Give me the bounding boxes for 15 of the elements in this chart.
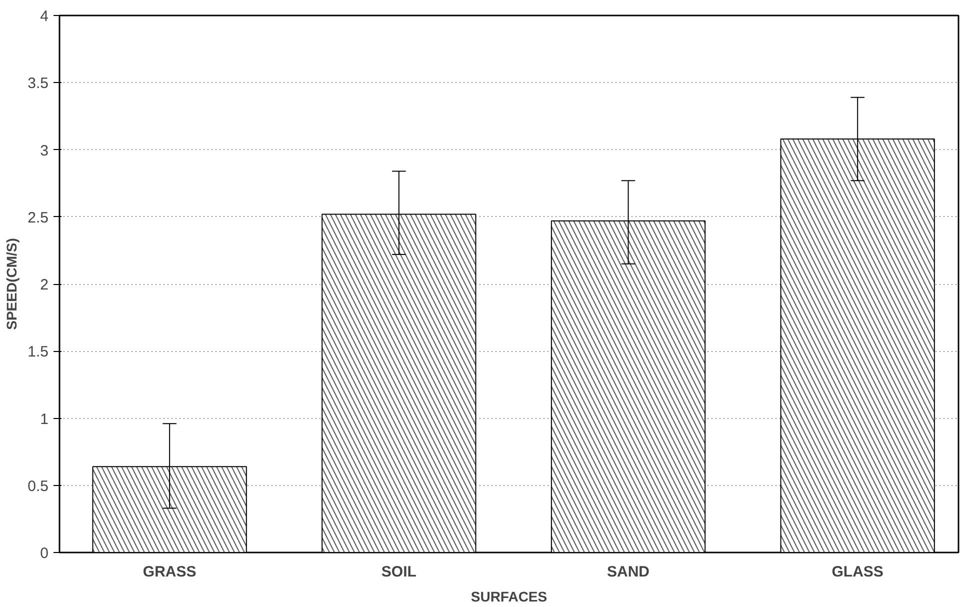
y-tick-label: 1: [40, 410, 48, 428]
y-tick-label: 3.5: [28, 75, 49, 92]
x-tick-label: SAND: [607, 564, 650, 580]
x-tick-label: GLASS: [832, 564, 884, 580]
y-tick-label: 4: [40, 8, 48, 25]
x-axis-title: SURFACES: [470, 588, 548, 604]
y-tick-label: 3: [40, 142, 48, 160]
y-tick-label: 0.5: [28, 478, 49, 495]
y-axis-title: SPEED(CM/S): [4, 238, 20, 330]
y-tick-label: 2: [40, 276, 48, 294]
x-tick-label: SOIL: [381, 564, 416, 580]
y-tick-label: 1.5: [28, 344, 49, 361]
y-tick-label: 2.5: [28, 209, 49, 226]
x-tick-label: GRASS: [142, 564, 196, 580]
y-tick-label: 0: [40, 545, 48, 562]
